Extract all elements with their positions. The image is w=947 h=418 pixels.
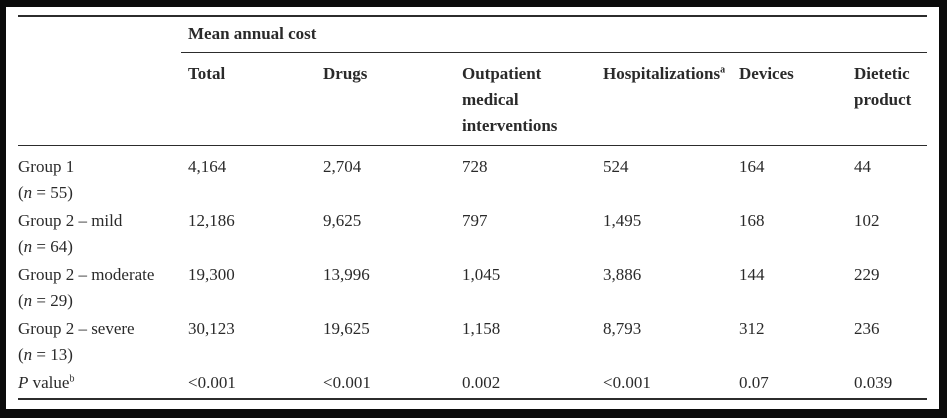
bottom-rule <box>18 398 927 400</box>
cell-pvalue-total: <0.001 <box>188 373 236 392</box>
col-header-dietetic-line1: Dietetic <box>854 64 910 83</box>
p-value-italic-p: P <box>18 373 29 392</box>
cell-dietetic: 102 <box>854 211 880 230</box>
col-header-drugs-line: Drugs <box>323 64 368 83</box>
row-n-label: (n = 55) <box>18 183 73 202</box>
col-header-outpatient-line1: Outpatient <box>462 64 542 83</box>
footnote-b-marker: b <box>69 373 75 385</box>
cell-drugs: 2,704 <box>323 157 362 176</box>
cell-pvalue-outpatient: 0.002 <box>462 373 501 392</box>
cell-total: 30,123 <box>188 319 235 338</box>
row-label-group-2-moderate: Group 2 – moderate (n = 29) <box>18 262 154 314</box>
col-header-hospitalizations-line: Hospitalizations <box>603 64 721 83</box>
row-label: Group 2 – moderate <box>18 265 155 284</box>
row-label: Group 2 – mild <box>18 211 123 230</box>
row-label-group-2-severe: Group 2 – severe (n = 13) <box>18 316 135 368</box>
cell-outpatient: 797 <box>462 211 488 230</box>
cell-dietetic: 229 <box>854 265 880 284</box>
table-container: Mean annual cost Total Drugs Outpatient … <box>6 7 939 409</box>
row-n-label: (n = 64) <box>18 237 73 256</box>
cell-total: 12,186 <box>188 211 235 230</box>
row-n-label: (n = 13) <box>18 345 73 364</box>
cell-drugs: 13,996 <box>323 265 370 284</box>
col-header-total: Total <box>188 61 225 87</box>
p-value-label-text: value <box>28 373 70 392</box>
group-header-rule <box>181 52 927 53</box>
row-n-label: (n = 29) <box>18 291 73 310</box>
cell-devices: 312 <box>739 319 765 338</box>
cell-outpatient: 1,045 <box>462 265 501 284</box>
col-header-outpatient: Outpatient medical interventions <box>462 61 557 139</box>
cell-devices: 144 <box>739 265 765 284</box>
cell-drugs: 9,625 <box>323 211 362 230</box>
cell-hospitalizations: 524 <box>603 157 629 176</box>
cell-hospitalizations: 3,886 <box>603 265 642 284</box>
cell-hospitalizations: 1,495 <box>603 211 642 230</box>
col-header-dietetic: Dietetic product <box>854 61 911 113</box>
row-label-p-value: P valueb <box>18 370 74 396</box>
row-label: Group 2 – severe <box>18 319 135 338</box>
cell-total: 4,164 <box>188 157 227 176</box>
n-italic: n <box>23 345 33 364</box>
col-header-devices-line: Devices <box>739 64 794 83</box>
cell-outpatient: 1,158 <box>462 319 501 338</box>
col-header-dietetic-line2: product <box>854 90 912 109</box>
col-header-outpatient-line3: interventions <box>462 116 558 135</box>
col-header-devices: Devices <box>739 61 794 87</box>
cell-pvalue-devices: 0.07 <box>739 373 769 392</box>
cell-devices: 164 <box>739 157 765 176</box>
col-header-outpatient-line2: medical <box>462 90 519 109</box>
cell-pvalue-dietetic: 0.039 <box>854 373 893 392</box>
cell-outpatient: 728 <box>462 157 488 176</box>
cell-pvalue-hospitalizations: <0.001 <box>603 373 651 392</box>
col-header-total-line: Total <box>188 64 226 83</box>
cell-hospitalizations: 8,793 <box>603 319 642 338</box>
row-label-group-1: Group 1 (n = 55) <box>18 154 74 206</box>
row-label-group-2-mild: Group 2 – mild (n = 64) <box>18 208 122 260</box>
header-bottom-rule <box>18 145 927 146</box>
cell-drugs: 19,625 <box>323 319 370 338</box>
footnote-a-marker: a <box>720 64 726 76</box>
cell-total: 19,300 <box>188 265 235 284</box>
cell-pvalue-drugs: <0.001 <box>323 373 371 392</box>
cell-devices: 168 <box>739 211 765 230</box>
top-rule <box>18 15 927 17</box>
n-italic: n <box>23 291 33 310</box>
n-italic: n <box>23 237 33 256</box>
cell-dietetic: 44 <box>854 157 871 176</box>
col-header-hospitalizations: Hospitalizationsa <box>603 61 725 87</box>
row-label: Group 1 <box>18 157 75 176</box>
n-italic: n <box>23 183 33 202</box>
cell-dietetic: 236 <box>854 319 880 338</box>
group-header-mean-annual-cost: Mean annual cost <box>188 24 317 43</box>
col-header-drugs: Drugs <box>323 61 367 87</box>
